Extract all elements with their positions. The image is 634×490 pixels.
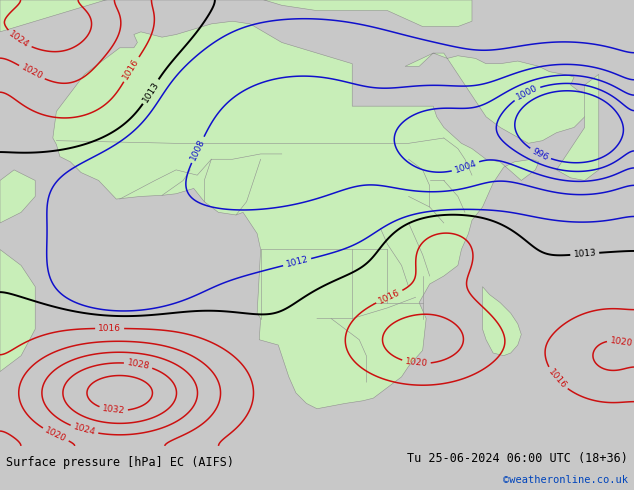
Text: 1024: 1024 [7, 29, 31, 50]
Text: 1012: 1012 [285, 255, 309, 270]
Text: 1016: 1016 [546, 367, 568, 391]
Text: 1016: 1016 [377, 288, 401, 306]
Text: 1013: 1013 [573, 248, 597, 259]
Polygon shape [0, 0, 472, 32]
Polygon shape [53, 21, 539, 409]
Text: 1016: 1016 [98, 324, 121, 333]
Text: 1020: 1020 [609, 336, 633, 348]
Polygon shape [482, 287, 521, 356]
Text: 1008: 1008 [189, 137, 207, 162]
Text: 1020: 1020 [404, 358, 428, 368]
Text: 1013: 1013 [141, 79, 161, 104]
Text: Tu 25-06-2024 06:00 UTC (18+36): Tu 25-06-2024 06:00 UTC (18+36) [407, 452, 628, 465]
Text: 1024: 1024 [72, 422, 96, 438]
Polygon shape [0, 249, 36, 371]
Text: Surface pressure [hPa] EC (AIFS): Surface pressure [hPa] EC (AIFS) [6, 456, 235, 469]
Text: 1032: 1032 [101, 404, 126, 416]
Text: ©weatheronline.co.uk: ©weatheronline.co.uk [503, 475, 628, 485]
Text: 1020: 1020 [20, 63, 44, 82]
Text: 996: 996 [531, 147, 550, 162]
Text: 1020: 1020 [43, 426, 68, 444]
Polygon shape [405, 53, 595, 144]
Polygon shape [0, 170, 36, 223]
Text: 1004: 1004 [453, 159, 478, 175]
Text: 1000: 1000 [515, 83, 539, 102]
Text: 1028: 1028 [126, 358, 150, 371]
Text: 1016: 1016 [121, 57, 141, 81]
Polygon shape [557, 74, 598, 180]
